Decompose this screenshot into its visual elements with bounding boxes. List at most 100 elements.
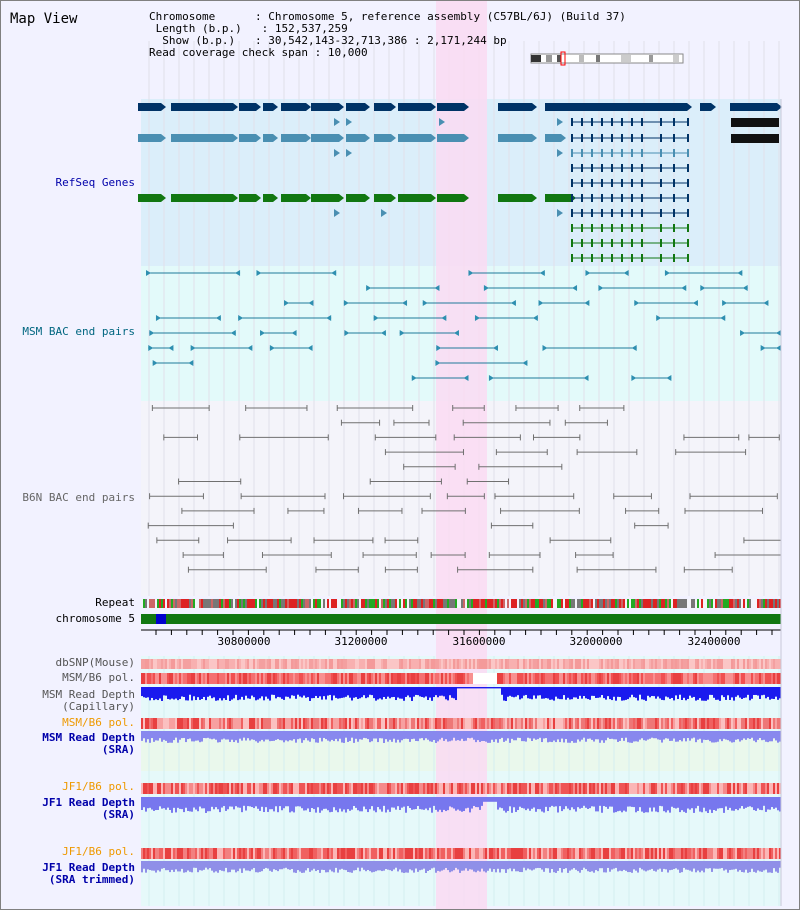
track-label-jf1-b6-pol-1[interactable]: JF1/B6 pol. xyxy=(62,780,135,793)
gene-exon-block xyxy=(374,103,391,111)
heat-cell xyxy=(663,848,665,859)
track-label-msm-depth-capillary-1[interactable]: MSM Read Depth xyxy=(42,688,135,701)
depth-bar xyxy=(253,797,255,809)
heat-cell xyxy=(451,673,453,684)
heat-cell xyxy=(187,848,189,859)
depth-bar xyxy=(357,687,359,699)
heat-cell xyxy=(565,848,567,859)
heat-cell xyxy=(377,718,379,729)
track-label-jf1-depth-trim-1[interactable]: JF1 Read Depth xyxy=(42,861,135,874)
heat-cell xyxy=(517,659,519,669)
repeat-mark xyxy=(707,599,709,608)
track-label-refseq[interactable]: RefSeq Genes xyxy=(55,176,135,189)
heat-cell xyxy=(591,673,593,684)
heat-cell xyxy=(505,659,507,669)
heat-cell xyxy=(231,783,233,794)
heat-cell xyxy=(707,783,709,794)
track-label-jf1-depth-sra-1[interactable]: JF1 Read Depth xyxy=(42,796,135,809)
axis-tick-label: 32000000 xyxy=(570,635,623,648)
depth-bar xyxy=(481,731,483,742)
heat-cell xyxy=(369,848,371,859)
heat-cell xyxy=(157,848,159,859)
depth-bar xyxy=(755,797,757,811)
heat-cell xyxy=(503,848,505,859)
heat-cell xyxy=(683,848,685,859)
track-label-b6n-bac[interactable]: B6N BAC end pairs xyxy=(22,491,135,504)
heat-cell xyxy=(751,848,753,859)
depth-bar xyxy=(607,687,609,697)
heat-cell xyxy=(585,783,587,794)
track-label-msm-b6-pol-1[interactable]: MSM/B6 pol. xyxy=(62,671,135,684)
heat-cell xyxy=(449,673,451,684)
depth-bar xyxy=(279,687,281,698)
depth-bar xyxy=(449,687,451,696)
depth-bar xyxy=(147,797,149,809)
repeat-mark xyxy=(771,599,773,608)
heat-cell xyxy=(143,783,145,794)
depth-bar xyxy=(425,861,427,873)
repeat-mark xyxy=(597,599,599,608)
heat-cell xyxy=(341,659,343,669)
heat-cell xyxy=(591,659,593,669)
heat-cell xyxy=(429,718,431,729)
heat-cell xyxy=(199,718,201,729)
heat-cell xyxy=(441,718,443,729)
depth-bar xyxy=(707,861,709,869)
heat-cell xyxy=(143,659,145,669)
depth-bar xyxy=(747,731,749,739)
depth-bar xyxy=(599,797,601,806)
depth-bar xyxy=(169,797,171,811)
repeat-mark xyxy=(741,599,743,608)
depth-bar xyxy=(275,687,277,699)
heat-cell xyxy=(419,783,421,794)
repeat-mark xyxy=(593,599,595,608)
depth-bar xyxy=(221,687,223,701)
depth-bar xyxy=(529,861,531,870)
heat-cell xyxy=(421,718,423,729)
heat-cell xyxy=(227,783,229,794)
depth-bar xyxy=(269,687,271,701)
heat-cell xyxy=(679,718,681,729)
heat-cell xyxy=(289,848,291,859)
heat-cell xyxy=(705,848,707,859)
heat-cell xyxy=(743,848,745,859)
transcript-exon xyxy=(660,239,662,247)
heat-cell xyxy=(447,718,449,729)
heat-cell xyxy=(689,848,691,859)
depth-bar xyxy=(465,797,467,809)
transcript-exon xyxy=(621,224,623,232)
depth-bar xyxy=(381,687,383,700)
depth-bar xyxy=(393,861,395,870)
track-label-dbsnp[interactable]: dbSNP(Mouse) xyxy=(55,656,135,669)
depth-bar xyxy=(345,797,347,813)
heat-cell xyxy=(549,659,551,669)
heat-cell xyxy=(643,783,645,794)
heat-cell xyxy=(267,848,269,859)
track-label-msm-b6-pol-2[interactable]: MSM/B6 pol. xyxy=(62,716,135,729)
heat-cell xyxy=(515,718,517,729)
track-label-repeat[interactable]: Repeat xyxy=(95,596,135,609)
heat-cell xyxy=(599,783,601,794)
depth-bar xyxy=(147,687,149,698)
heat-cell xyxy=(313,848,315,859)
heat-cell xyxy=(427,718,429,729)
track-label-jf1-b6-pol-2[interactable]: JF1/B6 pol. xyxy=(62,845,135,858)
heat-cell xyxy=(663,659,665,669)
heat-cell xyxy=(337,673,339,684)
track-label-msm-depth-sra-1[interactable]: MSM Read Depth xyxy=(42,731,135,744)
heat-cell xyxy=(585,848,587,859)
gene-exon-block xyxy=(437,194,464,202)
heat-cell xyxy=(471,673,473,684)
track-label-msm-bac[interactable]: MSM BAC end pairs xyxy=(22,325,135,338)
track-label-chromosome[interactable]: chromosome 5 xyxy=(55,612,135,625)
gene-arrow xyxy=(711,103,716,111)
heat-cell xyxy=(329,783,331,794)
depth-bar xyxy=(601,687,603,696)
gene-exon-block xyxy=(437,103,464,111)
repeat-mark xyxy=(523,599,525,608)
depth-bar xyxy=(519,861,521,873)
depth-bar xyxy=(215,687,217,701)
heat-cell xyxy=(719,848,721,859)
heat-cell xyxy=(235,848,237,859)
